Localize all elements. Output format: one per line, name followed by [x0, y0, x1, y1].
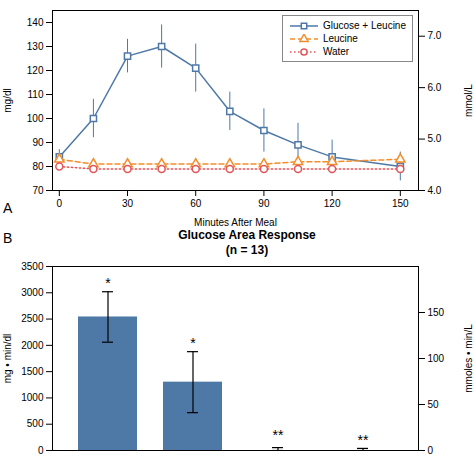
svg-text:**: ** [273, 427, 284, 443]
html-text:Leucine: Leucine [322, 33, 358, 44]
svg-text:mmol/L: mmol/L [463, 84, 474, 117]
svg-text:mg/dl: mg/dl [2, 88, 13, 112]
svg-text:2500: 2500 [21, 313, 44, 324]
svg-text:Minutes After Meal: Minutes After Meal [194, 217, 277, 228]
svg-text:3000: 3000 [21, 287, 44, 298]
svg-text:0: 0 [57, 198, 63, 209]
html-text:B: B [3, 230, 13, 246]
html-text:Glucose Area Response: Glucose Area Response [178, 228, 316, 242]
svg-text:1500: 1500 [21, 366, 44, 377]
html-text:A: A [3, 200, 13, 216]
svg-text:150: 150 [428, 307, 445, 318]
svg-text:*: * [105, 275, 111, 291]
svg-text:100: 100 [27, 113, 44, 124]
html-text:(n = 13): (n = 13) [225, 243, 269, 257]
svg-text:0: 0 [428, 445, 434, 456]
svg-text:mmoles • min/L: mmoles • min/L [463, 324, 474, 393]
svg-text:7.0: 7.0 [428, 30, 442, 41]
svg-text:4.0: 4.0 [428, 185, 442, 196]
svg-text:90: 90 [258, 198, 270, 209]
svg-text:140: 140 [27, 17, 44, 28]
svg-text:150: 150 [392, 198, 409, 209]
svg-text:500: 500 [27, 418, 44, 429]
svg-text:50: 50 [428, 399, 440, 410]
svg-text:120: 120 [27, 65, 44, 76]
svg-text:60: 60 [190, 198, 202, 209]
svg-text:100: 100 [428, 353, 445, 364]
svg-text:130: 130 [27, 41, 44, 52]
svg-text:110: 110 [28, 89, 44, 100]
svg-text:1000: 1000 [21, 392, 44, 403]
svg-text:0: 0 [38, 445, 44, 456]
svg-text:2000: 2000 [21, 340, 44, 351]
svg-text:6.0: 6.0 [428, 82, 442, 93]
svg-text:30: 30 [122, 198, 134, 209]
html-text:Glucose + Leucine: Glucose + Leucine [322, 20, 406, 31]
svg-text:mg • min/dl: mg • min/dl [2, 334, 13, 384]
svg-text:3500: 3500 [21, 261, 44, 272]
html-text:Water: Water [322, 46, 350, 57]
svg-text:**: ** [358, 432, 369, 448]
svg-text:80: 80 [32, 161, 44, 172]
svg-text:90: 90 [32, 137, 44, 148]
svg-text:70: 70 [32, 185, 44, 196]
svg-text:5.0: 5.0 [428, 133, 442, 144]
svg-text:120: 120 [324, 198, 341, 209]
svg-text:*: * [190, 335, 196, 351]
